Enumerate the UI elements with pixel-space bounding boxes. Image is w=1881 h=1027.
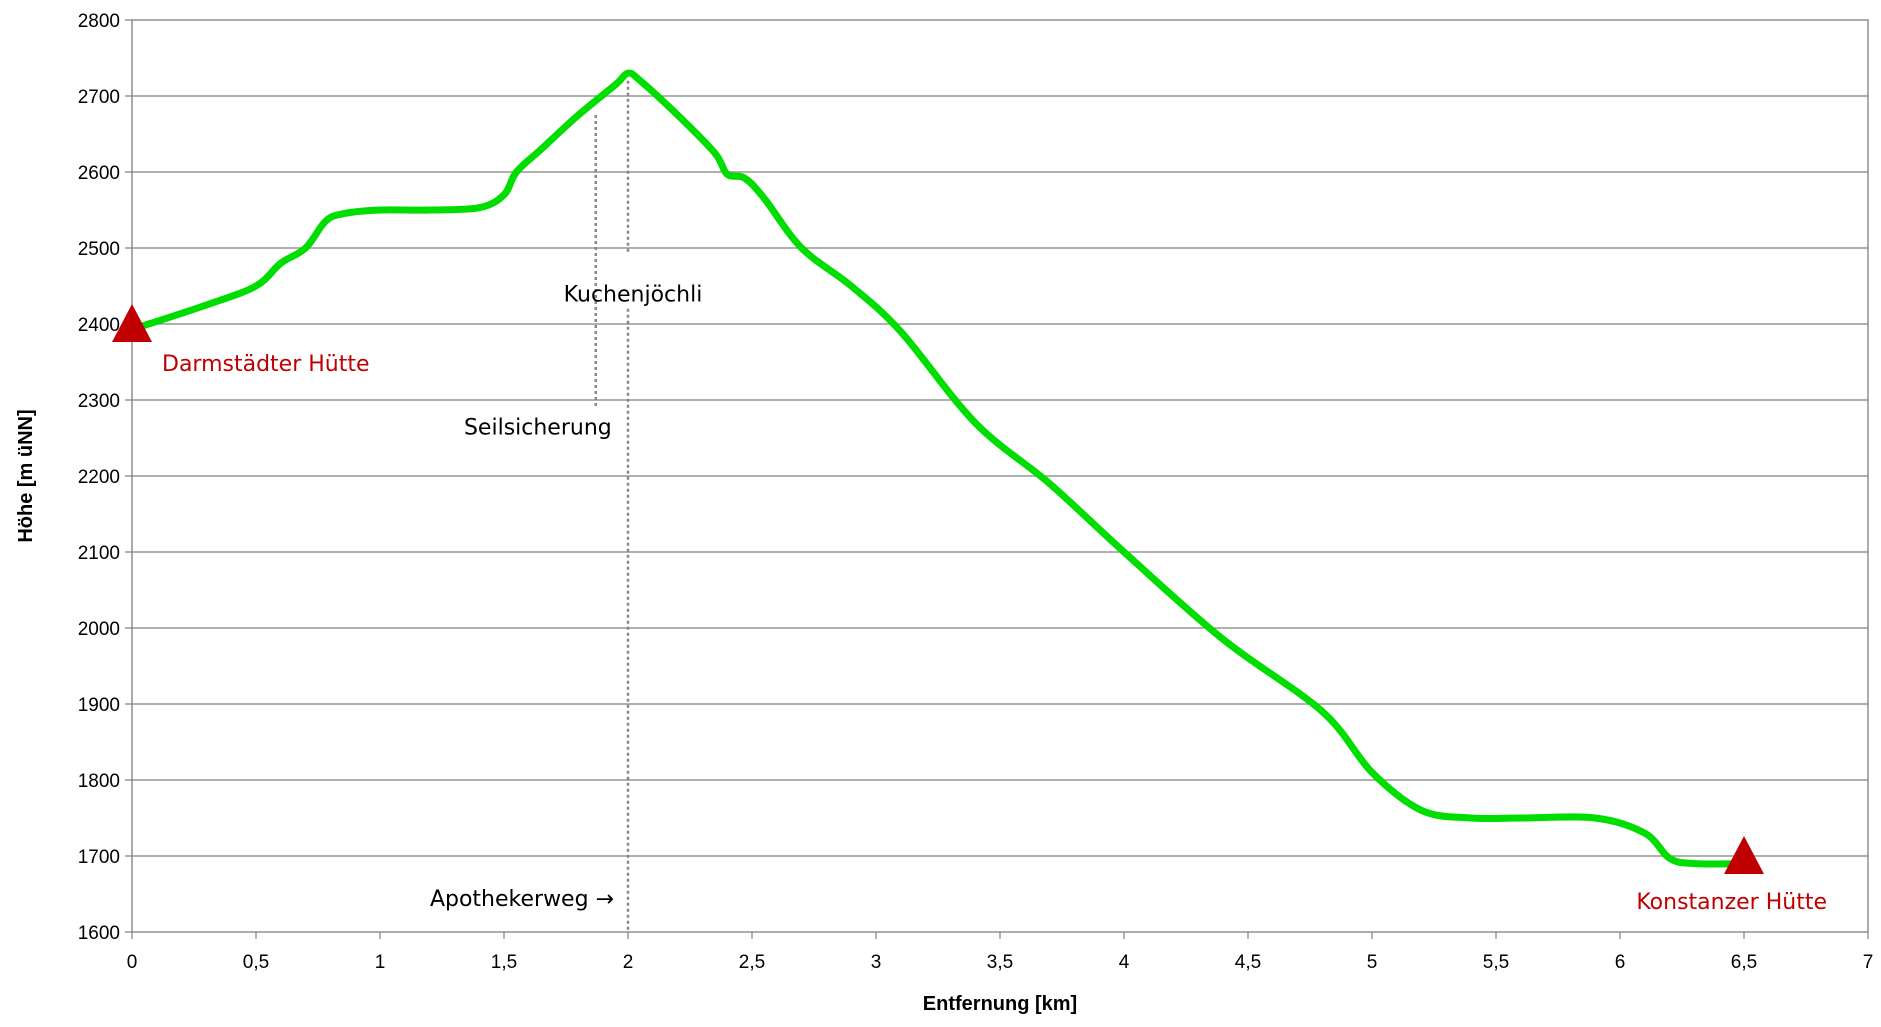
- x-tick-label: 0: [127, 952, 138, 973]
- y-tick-label: 2200: [78, 467, 120, 488]
- marker-darmstaedter-triangle: [112, 304, 152, 342]
- markers-layer: [112, 304, 1764, 874]
- x-tick-label: 5: [1367, 952, 1378, 973]
- annotation-apothekerweg-label: Apothekerweg →: [430, 887, 614, 912]
- series-line: [133, 69, 1748, 868]
- x-axis-title: Entfernung [km]: [923, 993, 1077, 1015]
- annotation-lines: [594, 80, 630, 932]
- series-layer: [133, 69, 1748, 868]
- x-tick-label: 6: [1615, 952, 1626, 973]
- x-tick-label: 7: [1863, 952, 1874, 973]
- y-tick-label: 2800: [78, 11, 120, 32]
- x-tick-label: 3: [871, 952, 882, 973]
- x-tick-label: 4: [1119, 952, 1130, 973]
- x-tick-label: 4,5: [1235, 952, 1261, 973]
- marker-konstanzer-label: Konstanzer Hütte: [1636, 890, 1827, 915]
- y-tick-label: 1900: [78, 695, 120, 716]
- x-tick-label: 2: [623, 952, 634, 973]
- y-tick-label: 1600: [78, 923, 120, 944]
- y-tick-label: 2400: [78, 315, 120, 336]
- x-tick-label: 1,5: [491, 952, 517, 973]
- y-tick-label: 1800: [78, 771, 120, 792]
- labels-layer: 1600170018001900200021002200230024002500…: [78, 11, 1874, 973]
- x-tick-label: 2,5: [739, 952, 765, 973]
- marker-konstanzer-triangle: [1724, 836, 1764, 874]
- axis-ticks: [125, 19, 1869, 939]
- grid: [132, 95, 1868, 857]
- y-tick-label: 2000: [78, 619, 120, 640]
- x-tick-label: 1: [375, 952, 386, 973]
- y-tick-label: 2100: [78, 543, 120, 564]
- marker-darmstaedter-label: Darmstädter Hütte: [162, 352, 370, 377]
- y-tick-label: 2500: [78, 239, 120, 260]
- y-tick-label: 2600: [78, 163, 120, 184]
- annotation-kuchenjoechli-label: Kuchenjöchli: [564, 283, 703, 308]
- y-tick-label: 1700: [78, 847, 120, 868]
- x-tick-label: 5,5: [1483, 952, 1509, 973]
- y-tick-label: 2700: [78, 87, 120, 108]
- annotation-seilsicherung-label: Seilsicherung: [464, 416, 612, 441]
- y-axis-title: Höhe [m üNN]: [15, 409, 37, 542]
- x-tick-label: 6,5: [1731, 952, 1757, 973]
- x-tick-label: 0,5: [243, 952, 269, 973]
- y-tick-label: 2300: [78, 391, 120, 412]
- x-tick-label: 3,5: [987, 952, 1013, 973]
